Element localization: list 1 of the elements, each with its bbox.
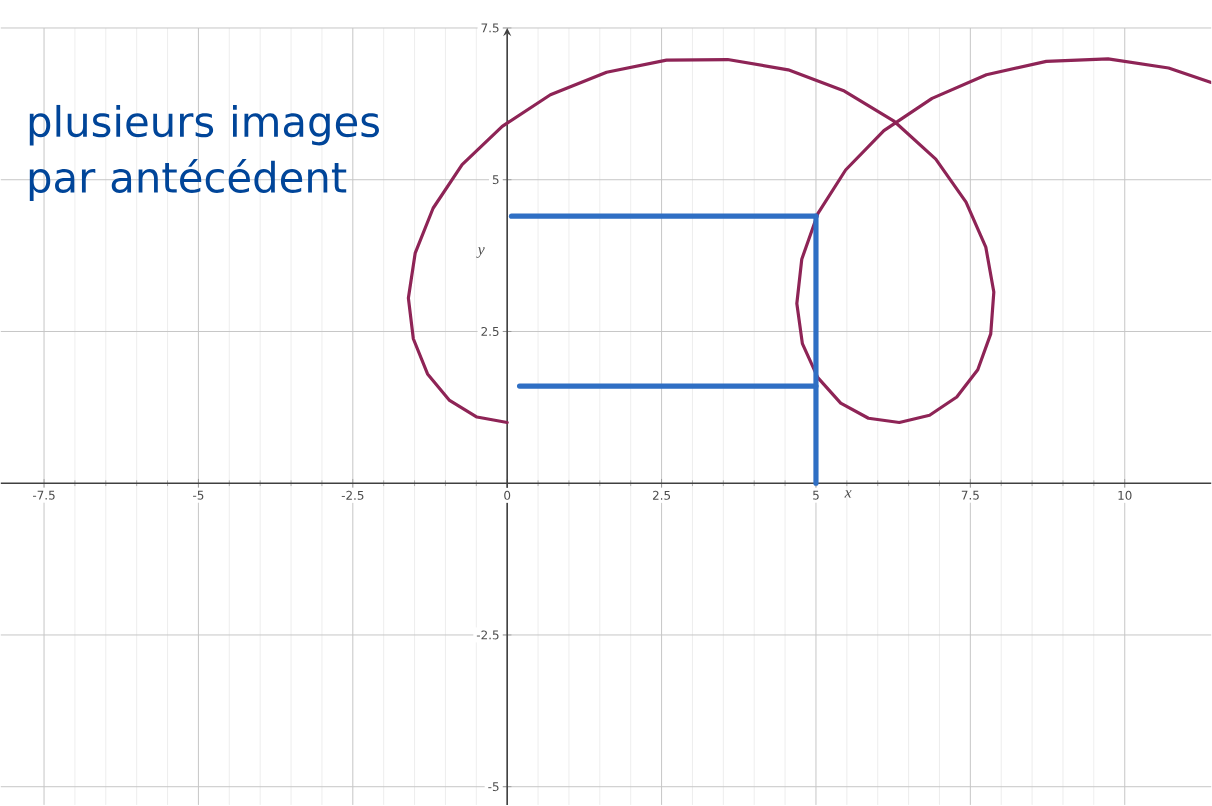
annotation: plusieurs images par antécédent (29, 105, 379, 202)
